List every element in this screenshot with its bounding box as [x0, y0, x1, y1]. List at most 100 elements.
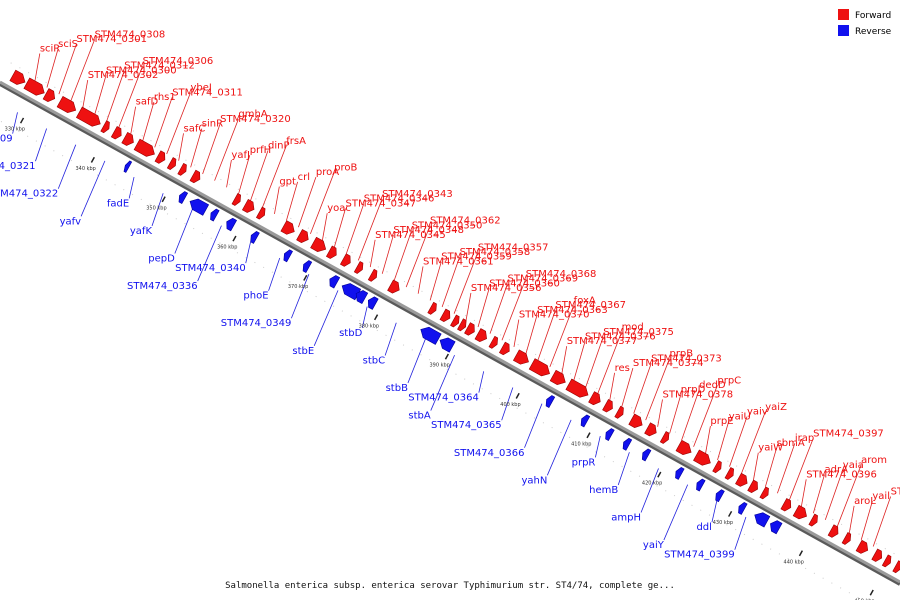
reverse-gene-arrow[interactable] [621, 437, 633, 451]
forward-gene-arrow[interactable] [792, 504, 809, 521]
reverse-gene-arrow[interactable] [694, 478, 706, 492]
forward-gene-arrow[interactable] [628, 413, 645, 430]
forward-gene-arrow[interactable] [780, 498, 794, 512]
gene-shape[interactable] [694, 478, 706, 492]
forward-gene-label[interactable]: STM474_0320 [220, 114, 291, 125]
forward-gene-arrow[interactable] [693, 449, 713, 468]
gene-shape[interactable] [437, 335, 456, 353]
gene-shape[interactable] [296, 229, 312, 244]
gene-shape[interactable] [735, 472, 750, 488]
gene-shape[interactable] [301, 259, 313, 273]
forward-gene-arrow[interactable] [881, 554, 893, 568]
forward-gene-arrow[interactable] [42, 88, 58, 104]
reverse-gene-arrow[interactable] [187, 196, 210, 216]
gene-shape[interactable] [498, 341, 512, 356]
forward-gene-label[interactable]: gmhA [238, 109, 267, 120]
forward-gene-arrow[interactable] [474, 328, 490, 344]
forward-gene-label[interactable]: STM474_0348 [393, 225, 464, 236]
forward-gene-label[interactable]: STM474_0373 [651, 353, 722, 364]
forward-gene-arrow[interactable] [675, 439, 694, 457]
forward-gene-arrow[interactable] [457, 318, 468, 332]
reverse-gene-label[interactable]: STM474_0340 [175, 263, 246, 274]
forward-gene-label[interactable]: frsA [286, 136, 306, 147]
gene-shape[interactable] [640, 448, 652, 462]
gene-shape[interactable] [855, 539, 871, 555]
gene-shape[interactable] [673, 466, 685, 480]
reverse-gene-label[interactable]: STM474_0321 [0, 161, 35, 172]
reverse-gene-arrow[interactable] [327, 274, 341, 289]
reverse-gene-arrow[interactable] [248, 230, 260, 244]
reverse-gene-label[interactable]: STM474_0366 [454, 448, 525, 459]
gene-shape[interactable] [241, 198, 257, 214]
forward-gene-label[interactable]: prpD [681, 385, 706, 396]
forward-gene-arrow[interactable] [296, 229, 312, 244]
gene-shape[interactable] [488, 335, 500, 349]
reverse-gene-label[interactable]: pepD [148, 253, 175, 264]
forward-gene-label[interactable]: STM474_0311 [172, 87, 243, 98]
reverse-gene-arrow[interactable] [544, 394, 556, 408]
gene-shape[interactable] [628, 413, 645, 430]
gene-shape[interactable] [177, 190, 189, 204]
forward-gene-label[interactable]: STM474_0350 [412, 220, 483, 231]
forward-gene-label[interactable]: ybeJ [190, 83, 211, 94]
gene-shape[interactable] [56, 95, 79, 115]
forward-gene-label[interactable]: res [615, 363, 630, 374]
forward-gene-arrow[interactable] [100, 120, 112, 134]
forward-gene-label[interactable]: STM474_0301 [76, 34, 147, 45]
forward-gene-arrow[interactable] [325, 245, 339, 260]
forward-gene-label[interactable]: STM474_0375 [603, 327, 674, 338]
reverse-gene-label[interactable]: STM474_0336 [127, 281, 198, 292]
gene-shape[interactable] [339, 253, 353, 268]
forward-gene-label[interactable]: gpt [279, 177, 296, 188]
forward-gene-label[interactable]: prpE [710, 416, 733, 427]
forward-gene-label[interactable]: arom [861, 455, 887, 466]
forward-gene-arrow[interactable] [808, 513, 820, 527]
gene-shape[interactable] [464, 322, 477, 337]
gene-shape[interactable] [544, 394, 556, 408]
gene-shape[interactable] [457, 318, 468, 332]
gene-shape[interactable] [644, 422, 660, 438]
forward-gene-label[interactable]: STM474_0357 [478, 242, 549, 253]
reverse-gene-arrow[interactable] [579, 414, 591, 428]
reverse-gene-arrow[interactable] [122, 160, 133, 173]
forward-gene-label[interactable]: yoac [327, 203, 351, 214]
forward-gene-label[interactable]: STM474_0376 [585, 332, 656, 343]
forward-gene-arrow[interactable] [735, 472, 750, 488]
forward-gene-label[interactable]: safD [136, 97, 159, 108]
forward-gene-label[interactable]: STM474_0368 [526, 269, 597, 280]
gene-shape[interactable] [189, 169, 203, 184]
forward-gene-arrow[interactable] [367, 268, 379, 282]
reverse-gene-label[interactable]: stbA [408, 411, 430, 422]
forward-gene-arrow[interactable] [154, 150, 168, 165]
forward-gene-label[interactable]: STM474_0359 [441, 252, 512, 263]
forward-gene-arrow[interactable] [892, 560, 900, 574]
gene-shape[interactable] [187, 196, 210, 216]
forward-gene-arrow[interactable] [588, 391, 604, 407]
forward-gene-arrow[interactable] [241, 198, 257, 214]
forward-gene-label[interactable]: yaiU [729, 411, 751, 422]
gene-shape[interactable] [614, 405, 626, 419]
forward-gene-label[interactable]: yaia [843, 460, 864, 471]
forward-gene-arrow[interactable] [498, 341, 512, 356]
forward-gene-arrow[interactable] [488, 335, 500, 349]
reverse-gene-label[interactable]: phoE [243, 291, 268, 302]
forward-gene-arrow[interactable] [450, 314, 461, 328]
gene-shape[interactable] [325, 245, 339, 260]
reverse-gene-label[interactable]: yafv [60, 216, 82, 227]
forward-gene-label[interactable]: STM474_0345 [375, 230, 446, 241]
forward-gene-label[interactable]: STM474_0356 [471, 283, 542, 294]
reverse-gene-label[interactable]: stbC [363, 355, 385, 366]
gene-shape[interactable] [450, 314, 461, 328]
forward-gene-label[interactable]: rhs1 [154, 92, 176, 103]
forward-gene-label[interactable]: proA [316, 167, 339, 178]
gene-shape[interactable] [712, 460, 724, 474]
gene-shape[interactable] [339, 281, 362, 301]
forward-gene-label[interactable]: prpB [669, 349, 693, 360]
forward-gene-label[interactable]: foxA [574, 295, 596, 306]
forward-gene-arrow[interactable] [255, 206, 267, 220]
gene-shape[interactable] [121, 131, 137, 147]
gene-shape[interactable] [693, 449, 713, 468]
gene-shape[interactable] [427, 301, 439, 315]
reverse-gene-label[interactable]: stbD [339, 328, 362, 339]
forward-gene-arrow[interactable] [855, 539, 871, 555]
